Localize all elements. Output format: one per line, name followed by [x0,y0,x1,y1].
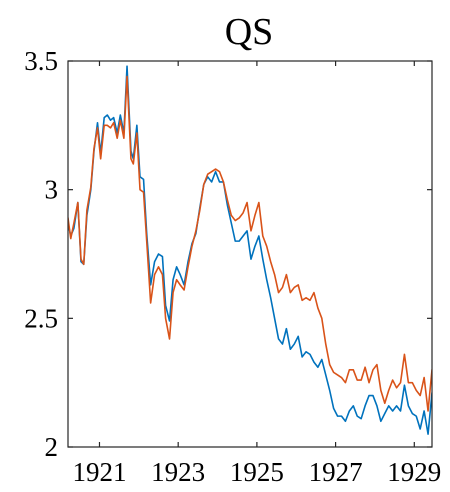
x-tick-label: 1929 [387,457,441,487]
y-tick-label: 3.5 [24,46,58,76]
x-tick-label: 1925 [230,457,284,487]
series-line-1 [68,65,432,435]
series-layer [68,65,432,435]
plot-area-frame [67,60,433,448]
series-line-2 [68,75,432,412]
y-tick-label: 3 [45,175,59,205]
axis-tick-labels: 2 2.5 3 3.5 1921 1923 1925 1927 1929 [24,46,441,487]
x-tick-label: 1927 [309,457,363,487]
axis-ticks [68,60,432,448]
y-tick-label: 2 [45,432,59,462]
chart-title: QS [225,11,274,53]
x-tick-label: 1921 [72,457,126,487]
y-tick-label: 2.5 [24,303,58,333]
x-tick-label: 1923 [151,457,205,487]
